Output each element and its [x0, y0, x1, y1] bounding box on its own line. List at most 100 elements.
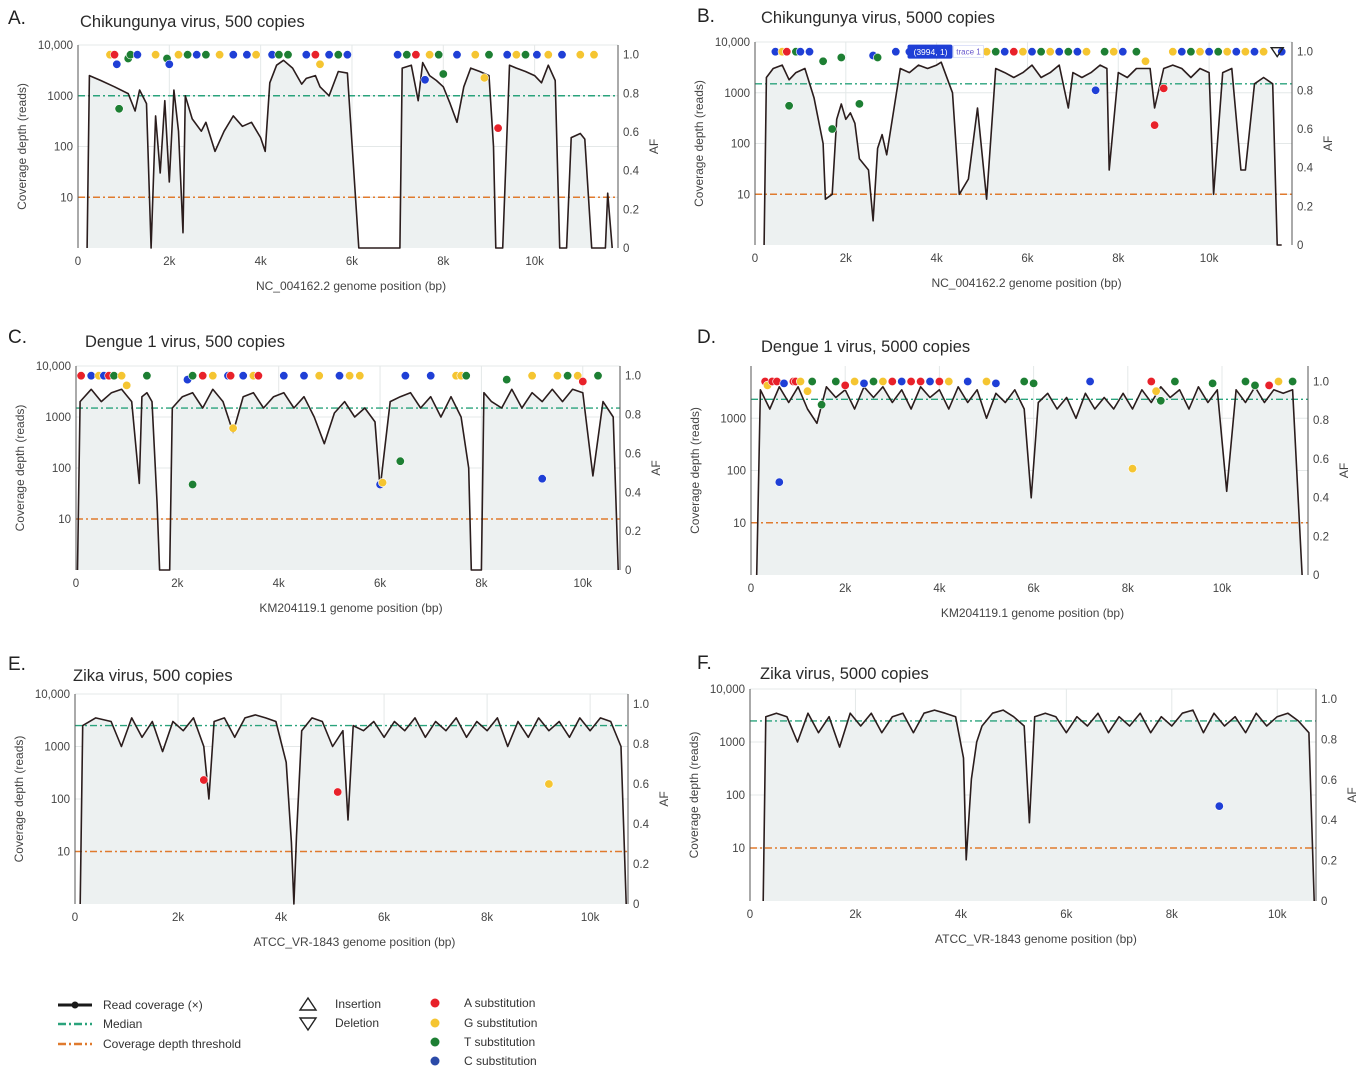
- variant-t-substitution: [188, 479, 198, 489]
- variant-t-substitution: [1131, 47, 1141, 57]
- variant-g-substitution: [511, 50, 521, 60]
- variant-markers: [199, 775, 554, 797]
- variant-t-substitution: [1100, 47, 1110, 57]
- variant-g-substitution: [1128, 464, 1138, 474]
- variant-g-substitution: [552, 371, 562, 381]
- variant-g-substitution: [355, 371, 365, 381]
- deletion-icon: [298, 1017, 318, 1032]
- variant-t-substitution: [274, 50, 284, 60]
- variant-markers: [105, 50, 599, 133]
- legend-deletion-label: Deletion: [335, 1016, 379, 1030]
- variant-c-substitution: [532, 50, 542, 60]
- coverage-swatch-dot: [71, 1001, 79, 1009]
- x-tick-label: 10k: [581, 912, 600, 924]
- y2-axis-label: AF: [657, 791, 671, 806]
- y2-tick-label: 0: [1297, 240, 1303, 252]
- y2-axis-label: AF: [647, 139, 661, 154]
- y-tick-label: 100: [52, 463, 71, 475]
- y2-tick-label: 0.8: [625, 410, 641, 422]
- deletion-marker: [1269, 46, 1285, 58]
- coverage-line: [76, 388, 619, 571]
- variant-c-substitution: [400, 371, 410, 381]
- variant-g-substitution: [1259, 47, 1269, 57]
- x-tick-label: 0: [747, 909, 753, 921]
- y2-tick-label: 0: [633, 899, 639, 911]
- variant-a-substitution: [782, 47, 792, 57]
- y2-tick-label: 1.0: [1321, 694, 1337, 706]
- y2-tick-label: 1.0: [1297, 47, 1313, 59]
- variant-c-substitution: [1000, 47, 1010, 57]
- y-tick-label: 10,000: [38, 40, 73, 52]
- y2-tick-label: 0.8: [633, 739, 649, 751]
- y2-tick-label: 1.0: [625, 371, 641, 383]
- y-tick-label: 100: [54, 142, 73, 154]
- x-tick-label: 6k: [1060, 909, 1072, 921]
- variant-t-substitution: [1019, 376, 1029, 386]
- variant-t-substitution: [1029, 378, 1039, 388]
- x-tick-label: 0: [75, 256, 81, 268]
- variant-a-substitution: [1150, 120, 1160, 130]
- legend-median-label: Median: [103, 1017, 142, 1031]
- variant-g-substitution: [215, 50, 225, 60]
- variant-a-substitution: [578, 376, 588, 386]
- y-tick-label: 1000: [45, 412, 71, 424]
- y2-tick-label: 0: [623, 243, 629, 255]
- variant-c-substitution: [774, 477, 784, 487]
- variant-a-substitution: [1159, 83, 1169, 93]
- coverage-line: [755, 385, 1303, 576]
- legend-g-label: G substitution: [464, 1016, 537, 1030]
- variant-t-substitution: [1063, 47, 1073, 57]
- x-tick-label: 8k: [437, 256, 449, 268]
- variant-c-substitution: [1250, 47, 1260, 57]
- x-axis-label: KM204119.1 genome position (bp): [259, 601, 442, 615]
- variant-g-substitution: [479, 73, 489, 83]
- variant-t-substitution: [333, 50, 343, 60]
- x-tick-label: 8k: [1166, 909, 1178, 921]
- variant-markers: [76, 371, 603, 489]
- variant-g-substitution: [543, 50, 553, 60]
- y-tick-label: 100: [726, 790, 745, 802]
- y2-tick-label: 0.2: [623, 204, 639, 216]
- legend-g-sub: G substitution: [430, 1016, 537, 1030]
- panel-letter: C.: [8, 327, 27, 348]
- variant-t-substitution: [563, 371, 573, 381]
- y-tick-label: 1000: [720, 413, 746, 425]
- x-tick-label: 10k: [573, 578, 592, 590]
- variant-c-substitution: [925, 376, 935, 386]
- panel-e: E. Zika virus, 500 copies 0 2k 4k 6k 8k 10k 10 10…: [8, 654, 671, 949]
- x-tick-label: 6k: [374, 578, 386, 590]
- coverage-area: [77, 389, 619, 570]
- variant-g-substitution: [795, 376, 805, 386]
- variant-c-substitution: [132, 50, 142, 60]
- variant-t-substitution: [1036, 47, 1046, 57]
- variant-t-substitution: [818, 56, 828, 66]
- panel-letter: D.: [697, 327, 716, 348]
- tooltip-trace-box: [953, 45, 984, 58]
- x-tick-label: 8k: [481, 912, 493, 924]
- variant-c-substitution: [859, 378, 869, 388]
- variant-c-substitution: [324, 50, 334, 60]
- variant-t-substitution: [1186, 47, 1196, 57]
- x-tick-label: 0: [72, 912, 78, 924]
- x-tick-label: 8k: [1112, 253, 1124, 265]
- y-tick-label: 10: [733, 518, 746, 530]
- x-tick-label: 10k: [1268, 909, 1287, 921]
- variant-t-substitution: [438, 69, 448, 79]
- variant-c-substitution: [897, 376, 907, 386]
- variant-a-substitution: [198, 371, 208, 381]
- variant-c-substitution: [299, 371, 309, 381]
- y-tick-label: 100: [51, 794, 70, 806]
- panel-title: Dengue 1 virus, 500 copies: [85, 333, 285, 351]
- y-axis-label: Coverage depth (reads): [692, 80, 706, 207]
- variant-c-substitution: [1072, 47, 1082, 57]
- variant-g-substitution: [1141, 56, 1151, 66]
- x-tick-label: 6k: [346, 256, 358, 268]
- variant-c-substitution: [452, 50, 462, 60]
- y-tick-label: 10,000: [36, 361, 71, 373]
- legend-a-label: A substitution: [464, 996, 535, 1010]
- y-axis-label: Coverage depth (reads): [13, 405, 27, 532]
- y-tick-label: 1000: [44, 742, 70, 754]
- variant-t-substitution: [1288, 376, 1298, 386]
- legend-coverage: Read coverage (×): [58, 998, 203, 1012]
- variant-g-substitution: [1151, 386, 1161, 396]
